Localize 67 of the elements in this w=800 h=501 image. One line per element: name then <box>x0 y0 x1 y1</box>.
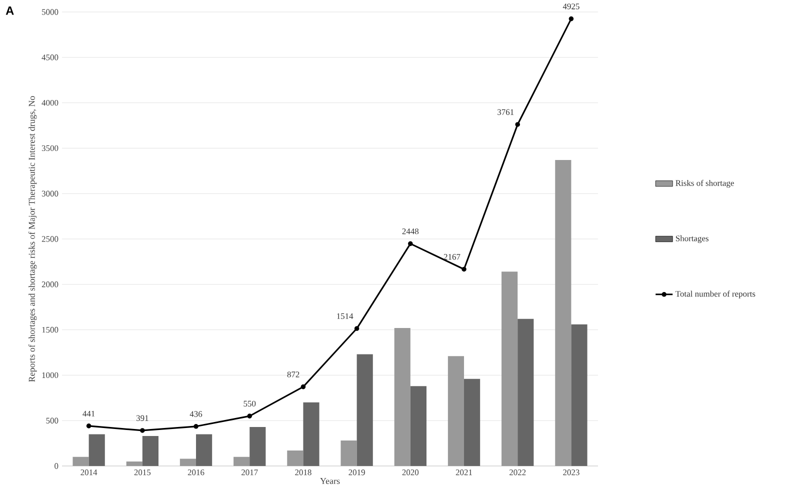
data-label: 550 <box>244 400 256 407</box>
y-axis-title: Reports of shortages and shortage risks of Major Therapeutic Interest drugs, No <box>28 96 37 382</box>
x-tick-label: 2020 <box>402 470 419 476</box>
data-label: 436 <box>190 411 202 417</box>
y-tick-label: 1000 <box>42 372 58 378</box>
data-label: 4925 <box>562 4 580 10</box>
data-label: 1514 <box>337 313 354 319</box>
point <box>354 326 360 331</box>
y-tick-label: 5000 <box>42 9 58 15</box>
data-label: 2448 <box>402 228 419 234</box>
data-label: 441 <box>82 410 95 416</box>
x-tick-label: 2016 <box>188 470 204 476</box>
x-tick-label: 2017 <box>242 470 258 476</box>
x-tick-label: 2022 <box>510 470 526 476</box>
bar <box>180 458 196 466</box>
bar <box>356 354 373 466</box>
y-tick-label: 2000 <box>42 282 58 288</box>
data-label: 391 <box>136 415 148 421</box>
bar <box>394 328 410 466</box>
bar <box>448 356 464 466</box>
bar <box>502 272 518 466</box>
bar <box>518 318 534 466</box>
point <box>462 266 466 272</box>
x-tick-label: 2021 <box>456 470 472 476</box>
x-tick-label: 2019 <box>348 470 365 476</box>
point <box>408 241 413 246</box>
bar <box>287 450 304 466</box>
point <box>194 424 198 429</box>
legend-label: Total number of reports <box>676 290 756 298</box>
point <box>86 424 92 428</box>
text: A <box>6 6 14 15</box>
bar <box>234 456 250 466</box>
bar <box>571 324 588 466</box>
x-tick-label: 2014 <box>80 470 98 476</box>
bar <box>410 386 426 466</box>
x-tick-label: 2018 <box>295 470 312 476</box>
y-tick-label: 1500 <box>42 326 58 333</box>
bar <box>340 440 357 466</box>
point <box>568 16 574 22</box>
y-tick-label: 2500 <box>42 236 58 242</box>
bar <box>196 434 212 466</box>
bar <box>464 378 480 466</box>
y-tick-label: 0 <box>54 463 58 469</box>
bar <box>303 402 320 466</box>
point <box>247 414 252 418</box>
data-label: 3761 <box>498 109 514 115</box>
bar <box>250 426 266 466</box>
bar <box>126 461 142 466</box>
bar <box>555 160 572 466</box>
bar <box>72 456 89 466</box>
y-tick-label: 3500 <box>42 145 58 152</box>
data-label: 2167 <box>444 254 460 260</box>
legend-label: Risks of shortage <box>676 180 734 188</box>
x-axis-title: Years <box>320 478 340 484</box>
x-tick-label: 2023 <box>563 470 580 476</box>
bar <box>142 436 158 466</box>
bar <box>88 434 105 466</box>
y-tick-label: 500 <box>46 418 58 424</box>
point <box>515 122 520 127</box>
y-tick-label: 4000 <box>42 100 58 106</box>
legend-label: Shortages <box>676 235 708 244</box>
data-label: 872 <box>287 372 300 378</box>
y-tick-label: 3000 <box>42 190 58 196</box>
y-tick-label: 4500 <box>42 54 58 60</box>
point <box>300 384 306 390</box>
point <box>140 428 145 433</box>
x-tick-label: 2015 <box>134 470 151 476</box>
